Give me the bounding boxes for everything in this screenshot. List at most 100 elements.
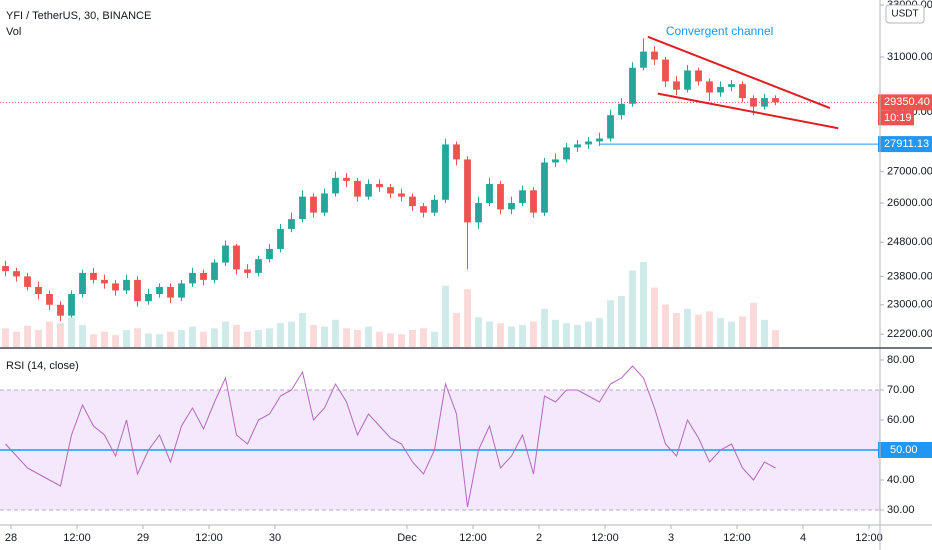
x-tick-label: 12:00 xyxy=(195,532,223,544)
volume-bar xyxy=(706,311,713,347)
volume-bar xyxy=(35,330,42,347)
volume-bar xyxy=(68,317,75,347)
candle-body xyxy=(607,115,614,139)
volume-bar xyxy=(541,308,548,347)
candle-body xyxy=(266,248,273,260)
candle-body xyxy=(244,269,251,273)
candle-body xyxy=(497,184,504,210)
volume-bar xyxy=(453,313,460,347)
candle-body xyxy=(761,98,768,107)
volume-bar xyxy=(211,328,218,347)
candle-body xyxy=(365,184,372,197)
volume-bar xyxy=(695,314,702,347)
volume-bar xyxy=(376,331,383,347)
candle-body xyxy=(618,103,625,116)
price-line-label: 27911.13 xyxy=(884,138,929,150)
candle-body xyxy=(211,262,218,280)
volume-bar xyxy=(596,318,603,347)
rsi-y-tick-label: 30.00 xyxy=(887,504,915,516)
candle-body xyxy=(420,206,427,213)
candle-body xyxy=(629,67,636,104)
annotation: Convergent channel xyxy=(666,24,773,38)
countdown-label: 10:19 xyxy=(884,112,912,124)
candle-body xyxy=(134,279,141,302)
volume-bar xyxy=(321,326,328,347)
volume-bar xyxy=(750,302,757,347)
volume-bar xyxy=(574,324,581,347)
volume-bar xyxy=(772,330,779,347)
volume-bar xyxy=(585,321,592,347)
candle-body xyxy=(90,272,97,280)
volume-bar xyxy=(684,308,691,347)
rsi-line xyxy=(5,365,776,508)
candle-body xyxy=(189,272,196,284)
candle-body xyxy=(112,283,119,291)
candle-body xyxy=(739,84,746,99)
volume-bar xyxy=(607,300,614,347)
candle-body xyxy=(453,144,460,160)
volume-bar xyxy=(464,289,471,347)
x-tick-label: 2 xyxy=(536,532,542,544)
symbol-title: YFI / TetherUS, 30, BINANCE xyxy=(6,10,151,22)
volume-bar xyxy=(662,304,669,347)
volume-bar xyxy=(354,330,361,347)
rsi-y-tick-label: 40.00 xyxy=(887,474,915,486)
candle-body xyxy=(409,196,416,207)
volume-bar xyxy=(90,334,97,347)
volume-bar xyxy=(299,313,306,347)
rsi-y-tick-label: 70.00 xyxy=(887,384,915,396)
price-line-tag xyxy=(878,136,932,153)
volume-bar xyxy=(57,323,64,347)
candle-body xyxy=(673,81,680,90)
volume-bar xyxy=(244,331,251,347)
candle-body xyxy=(398,193,405,197)
volume-bar xyxy=(497,323,504,347)
volume-bar xyxy=(343,328,350,347)
candle-body xyxy=(585,141,592,145)
candle-body xyxy=(431,199,438,213)
y-tick-label: 26000.00 xyxy=(887,197,932,209)
x-tick-label: 30 xyxy=(269,532,281,544)
volume-bar xyxy=(101,331,108,347)
volume-bar xyxy=(167,331,174,347)
volume-bar xyxy=(266,328,273,347)
x-tick-label: 4 xyxy=(800,532,806,544)
volume-bar xyxy=(233,324,240,347)
volume-label: Vol xyxy=(6,26,21,38)
candle-body xyxy=(717,86,724,93)
volume-bar xyxy=(112,335,119,347)
volume-bar xyxy=(519,324,526,347)
candle-body xyxy=(640,51,647,68)
volume-bar xyxy=(222,321,229,347)
volume-bar xyxy=(79,324,86,347)
volume-bar xyxy=(255,330,262,347)
candle-body xyxy=(145,294,152,302)
candle-body xyxy=(541,162,548,213)
candle-body xyxy=(156,286,163,295)
volume-bar xyxy=(761,319,768,347)
candle-body xyxy=(35,286,42,295)
volume-bar xyxy=(409,330,416,347)
rsi-midline-tag xyxy=(878,442,932,459)
candle-body xyxy=(310,196,317,213)
trendline xyxy=(647,35,831,109)
volume-bar xyxy=(288,321,295,347)
volume-bar xyxy=(387,333,394,347)
volume-bar xyxy=(640,262,647,347)
candle-body xyxy=(475,202,482,223)
last-price-tag xyxy=(878,94,932,111)
candle-body xyxy=(299,196,306,220)
candle-body xyxy=(101,279,108,284)
volume-bar xyxy=(13,331,20,347)
volume-bar xyxy=(277,323,284,347)
candle-body xyxy=(255,259,262,273)
volume-bar xyxy=(24,325,31,347)
volume-bar xyxy=(310,324,317,347)
volume-bar xyxy=(145,333,152,347)
x-tick-label: 29 xyxy=(137,532,149,544)
candle-body xyxy=(332,177,339,194)
candle-body xyxy=(2,265,9,272)
volume-bar xyxy=(178,330,185,347)
candle-body xyxy=(772,98,779,103)
